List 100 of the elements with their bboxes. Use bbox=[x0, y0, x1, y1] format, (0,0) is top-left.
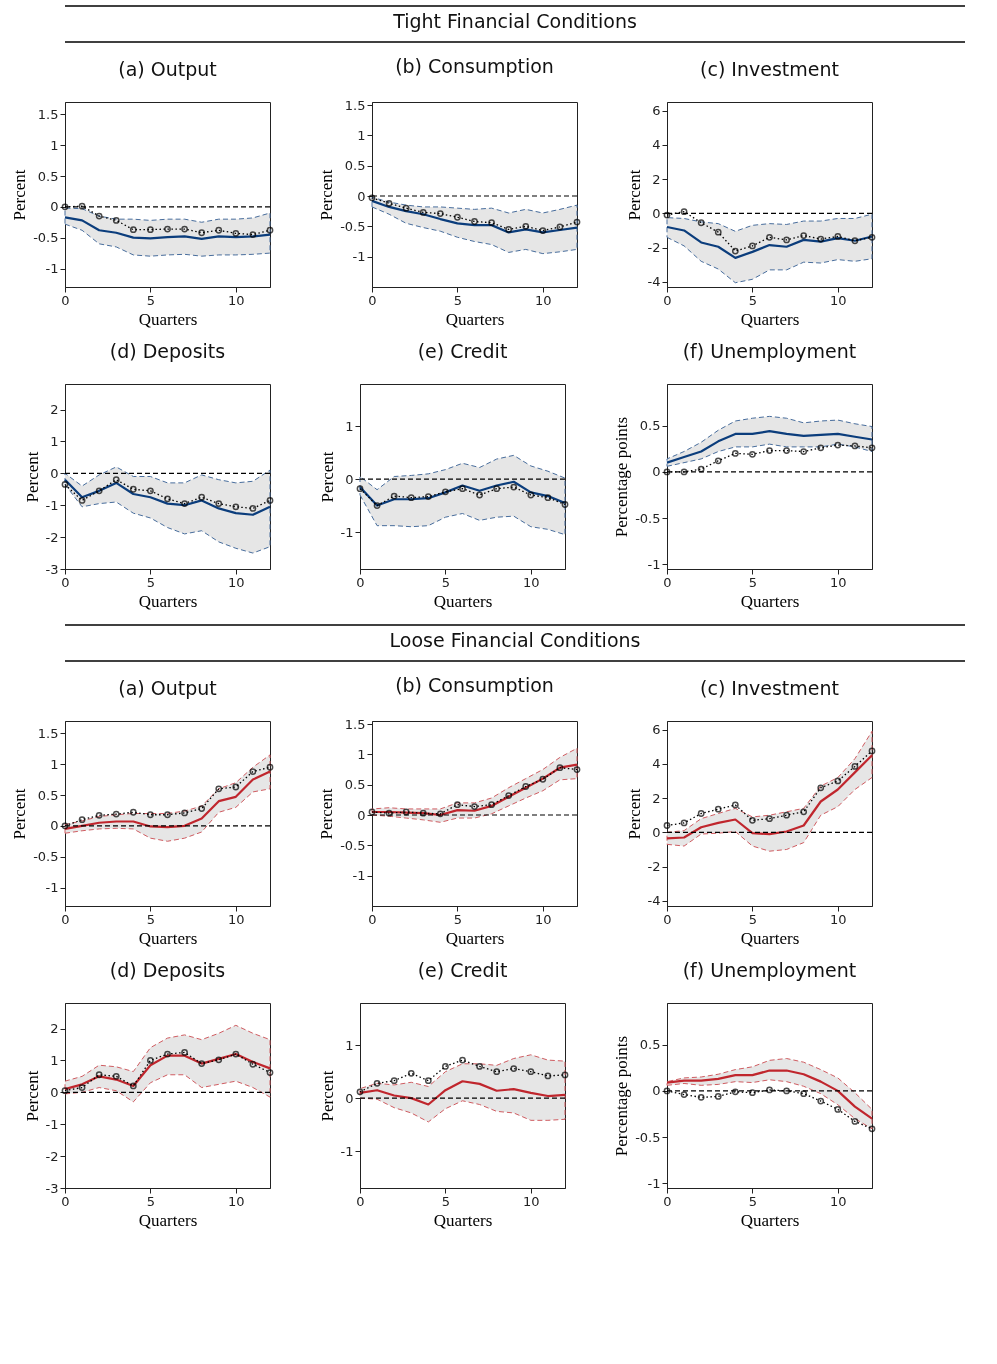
x-tick-label: 5 bbox=[748, 574, 758, 590]
y-tick-label: 6 bbox=[652, 722, 661, 738]
x-tick-label: 0 bbox=[368, 292, 377, 308]
y-axis-title: Percent bbox=[22, 1070, 42, 1122]
x-axis-title: Quarters bbox=[445, 928, 505, 948]
x-tick-label: 5 bbox=[453, 911, 463, 927]
x-tick-label: 5 bbox=[146, 911, 156, 927]
y-axis-title: Percent bbox=[317, 451, 337, 503]
x-tick-label: 10 bbox=[830, 911, 847, 927]
y-tick-label: 0.5 bbox=[344, 777, 366, 793]
y-tick-label: -1 bbox=[340, 524, 354, 540]
y-tick-label: -0.5 bbox=[33, 849, 59, 865]
y-axis-title: Percentage points bbox=[612, 416, 632, 538]
y-tick-label: 1 bbox=[357, 127, 366, 143]
x-tick-label: 5 bbox=[441, 1193, 451, 1209]
y-tick-label: -2 bbox=[647, 240, 661, 256]
x-tick-label: 5 bbox=[441, 574, 451, 590]
x-axis-title: Quarters bbox=[740, 309, 800, 329]
x-tick-label: 5 bbox=[748, 1193, 758, 1209]
x-tick-label: 10 bbox=[523, 574, 540, 590]
x-axis-title: Quarters bbox=[433, 591, 493, 611]
y-tick-label: 0 bbox=[50, 199, 59, 215]
y-tick-label: -1 bbox=[45, 1116, 59, 1132]
chart-title: (d) Deposits bbox=[109, 959, 226, 981]
y-tick-label: 6 bbox=[652, 103, 661, 119]
chart-title: (c) Investment bbox=[700, 677, 839, 699]
y-tick-label: 2 bbox=[50, 1021, 59, 1037]
y-axis-title: Percent bbox=[10, 788, 30, 840]
x-tick-label: 10 bbox=[228, 574, 245, 590]
x-tick-label: 0 bbox=[663, 911, 672, 927]
x-tick-label: 0 bbox=[368, 911, 377, 927]
y-tick-label: 0 bbox=[345, 1090, 354, 1106]
y-axis-title: Percent bbox=[624, 788, 644, 840]
y-tick-label: 1.5 bbox=[344, 716, 366, 732]
x-axis-title: Quarters bbox=[740, 928, 800, 948]
y-tick-label: 1 bbox=[50, 433, 59, 449]
y-tick-label: -1 bbox=[45, 880, 59, 895]
y-tick-label: -4 bbox=[647, 274, 661, 290]
y-tick-label: 0 bbox=[345, 471, 354, 487]
chart-title: (d) Deposits bbox=[109, 340, 226, 362]
x-axis-title: Quarters bbox=[138, 309, 198, 329]
y-tick-label: 0 bbox=[50, 1084, 59, 1100]
x-tick-label: 10 bbox=[535, 911, 552, 927]
x-tick-label: 10 bbox=[228, 1193, 245, 1209]
y-tick-label: -1 bbox=[352, 868, 366, 884]
x-axis-title: Quarters bbox=[740, 1210, 800, 1230]
y-tick-label: -1 bbox=[340, 1143, 354, 1159]
chart-title: (f) Unemployment bbox=[682, 959, 857, 981]
x-tick-label: 10 bbox=[830, 292, 847, 308]
y-tick-label: -0.5 bbox=[340, 218, 366, 234]
y-tick-label: -2 bbox=[647, 859, 661, 875]
chart-title: (f) Unemployment bbox=[682, 340, 857, 362]
y-tick-label: -1 bbox=[45, 497, 59, 513]
y-axis-title: Percent bbox=[10, 169, 30, 221]
y-tick-label: 0.5 bbox=[639, 1037, 661, 1053]
y-tick-label: 1 bbox=[345, 418, 354, 434]
chart-title: (c) Investment bbox=[700, 58, 839, 80]
x-tick-label: 10 bbox=[523, 1193, 540, 1209]
x-tick-label: 10 bbox=[830, 574, 847, 590]
chart-title: (a) Output bbox=[118, 677, 217, 699]
y-tick-label: 0 bbox=[652, 205, 661, 221]
x-axis-title: Quarters bbox=[740, 591, 800, 611]
y-tick-label: -3 bbox=[45, 1180, 59, 1196]
y-tick-label: -1 bbox=[45, 261, 59, 276]
y-tick-label: 2 bbox=[652, 171, 661, 187]
y-tick-label: 0.5 bbox=[37, 787, 59, 803]
y-tick-label: 0 bbox=[357, 188, 366, 204]
x-tick-label: 5 bbox=[453, 292, 463, 308]
x-tick-label: 0 bbox=[61, 1193, 70, 1209]
y-tick-label: 0.5 bbox=[37, 168, 59, 184]
y-tick-label: 0 bbox=[50, 818, 59, 834]
x-tick-label: 5 bbox=[146, 1193, 156, 1209]
chart-title: (b) Consumption bbox=[395, 674, 554, 697]
y-tick-label: 4 bbox=[652, 756, 661, 772]
x-tick-label: 5 bbox=[146, 574, 156, 590]
y-axis-title: Percent bbox=[317, 1070, 337, 1122]
y-tick-label: 0.5 bbox=[639, 418, 661, 434]
y-tick-label: 1 bbox=[50, 137, 59, 153]
x-tick-label: 5 bbox=[146, 292, 156, 308]
y-tick-label: -1 bbox=[647, 1175, 661, 1191]
y-axis-title: Percent bbox=[22, 451, 42, 503]
chart-title: (a) Output bbox=[118, 58, 217, 80]
x-axis-title: Quarters bbox=[138, 591, 198, 611]
y-tick-label: 0 bbox=[652, 464, 661, 480]
x-tick-label: 5 bbox=[748, 292, 758, 308]
y-tick-label: -3 bbox=[45, 561, 59, 577]
y-tick-label: 0 bbox=[50, 465, 59, 481]
y-axis-title: Percent bbox=[624, 169, 644, 221]
y-tick-label: 0 bbox=[357, 807, 366, 823]
y-tick-label: -0.5 bbox=[340, 837, 366, 853]
y-tick-label: 1 bbox=[50, 756, 59, 772]
y-tick-label: -1 bbox=[647, 556, 661, 572]
y-tick-label: 1.5 bbox=[37, 725, 59, 741]
y-tick-label: 0.5 bbox=[344, 158, 366, 174]
y-tick-label: -0.5 bbox=[33, 230, 59, 246]
y-tick-label: 0 bbox=[652, 824, 661, 840]
x-tick-label: 0 bbox=[61, 911, 70, 927]
x-tick-label: 10 bbox=[535, 292, 552, 308]
y-tick-label: -2 bbox=[45, 529, 59, 545]
chart-title: (b) Consumption bbox=[395, 55, 554, 78]
